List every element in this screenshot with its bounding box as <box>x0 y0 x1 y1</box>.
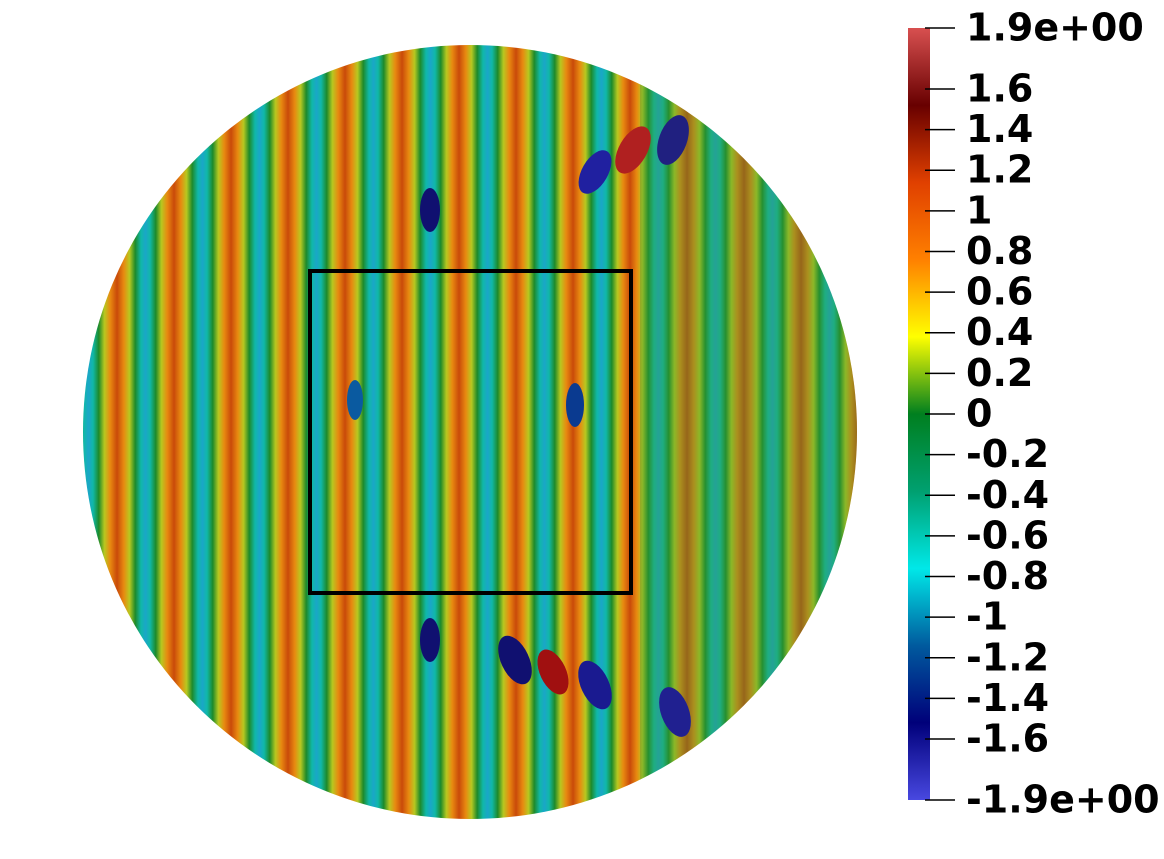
colorbar-tick-label: 1.6 <box>966 66 1033 110</box>
colorbar-tick-label: -1 <box>966 595 1008 639</box>
colorbar-tick-label: 1 <box>966 188 992 232</box>
colorbar-tick-label: 0.6 <box>966 270 1033 314</box>
colorbar-tick-label: 1.2 <box>966 148 1033 192</box>
colorbar-tick-label: -0.2 <box>966 432 1049 476</box>
colorbar-tick-label: 0.8 <box>966 229 1033 273</box>
colorbar-tick-label: -1.2 <box>966 635 1049 679</box>
colorbar-ramp <box>908 28 930 800</box>
colorbar: 1.9e+001.61.41.210.80.60.40.20-0.2-0.4-0… <box>908 6 1160 822</box>
colorbar-tick-label: -1.9e+00 <box>966 778 1160 822</box>
colorbar-tick-label: 0 <box>966 392 992 436</box>
colorbar-tick-label: -0.6 <box>966 513 1049 557</box>
colorbar-tick-label: 1.9e+00 <box>966 6 1144 50</box>
colorbar-tick-label: -1.4 <box>966 676 1049 720</box>
colorbar-tick-label: 0.2 <box>966 351 1033 395</box>
colorbar-tick-label: -0.4 <box>966 473 1049 517</box>
colorbar-tick-label: 0.4 <box>966 310 1033 354</box>
colorbar-tick-label: -0.8 <box>966 554 1049 598</box>
inner-square <box>308 269 633 595</box>
field <box>83 45 857 819</box>
colorbar-tick-label: -1.6 <box>966 717 1049 761</box>
field-blobs <box>347 115 691 737</box>
colorbar-tick-label: 1.4 <box>966 107 1033 151</box>
